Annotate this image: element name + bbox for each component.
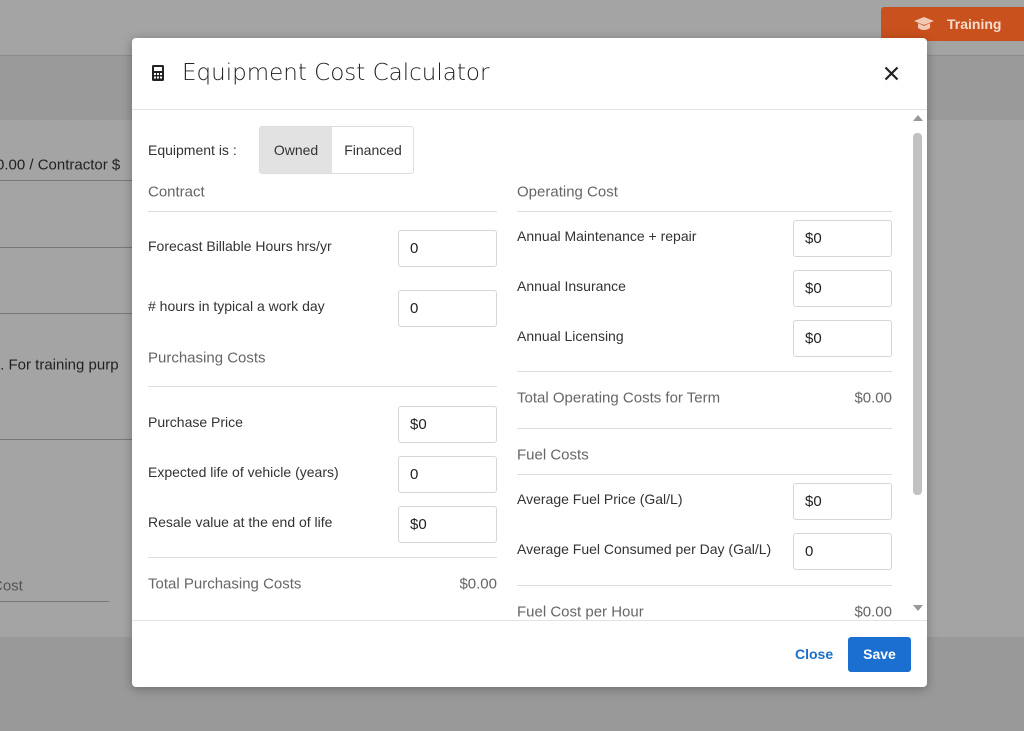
section-line (148, 211, 497, 212)
bg-text: t. For training purp (0, 356, 119, 374)
bg-text: Cost (0, 577, 23, 595)
input[interactable]: $0 (398, 406, 497, 443)
input[interactable]: $0 (793, 483, 892, 520)
label: Average Fuel Price (Gal/L) (517, 491, 683, 507)
total-value: $0.00 (854, 389, 892, 407)
toggle: Owned Financed (259, 126, 414, 174)
section-line (148, 557, 497, 558)
label: # hours in typical a work day (148, 298, 325, 314)
modal: Equipment Cost Calculator Equipment is :… (132, 38, 927, 687)
label: Purchase Price (148, 414, 243, 430)
scroll-thumb[interactable] (913, 133, 922, 495)
training-button[interactable]: Training (881, 7, 1024, 41)
section-line (517, 428, 892, 429)
total-value: $0.00 (459, 575, 497, 593)
section-line (517, 211, 892, 212)
section-line (148, 386, 497, 387)
toggle-option[interactable]: Owned (260, 127, 332, 173)
bg-line (0, 313, 132, 314)
total-label: Fuel Cost per Hour (517, 603, 644, 621)
input[interactable]: $0 (793, 220, 892, 257)
bg-line (0, 247, 132, 248)
input[interactable]: $0 (793, 270, 892, 307)
header-border (132, 109, 927, 110)
bg-line (0, 601, 109, 602)
section-heading: Purchasing Costs (148, 349, 266, 367)
total-label: Total Operating Costs for Term (517, 389, 721, 407)
footer-border (132, 620, 927, 621)
section-line (517, 585, 892, 586)
label: Average Fuel Consumed per Day (Gal/L) (517, 541, 772, 557)
cap-icon (914, 17, 934, 30)
section-heading: Operating Cost (517, 183, 618, 201)
close-icon[interactable] (884, 66, 899, 81)
label: Annual Maintenance + repair (517, 228, 697, 244)
input[interactable]: $0 (398, 506, 497, 543)
label: Resale value at the end of life (148, 514, 333, 530)
label: Annual Licensing (517, 328, 624, 344)
modal-title: Equipment Cost Calculator (182, 60, 490, 86)
close-button[interactable]: Close (795, 646, 834, 662)
label: Annual Insurance (517, 278, 626, 294)
total-value: $0.00 (854, 603, 892, 621)
bg-line (0, 439, 132, 440)
calculator-icon (152, 65, 164, 81)
training-text: Training (947, 16, 1002, 32)
label: Forecast Billable Hours hrs/yr (148, 238, 332, 254)
section-line (517, 371, 892, 372)
section-heading: Contract (148, 183, 205, 201)
input[interactable]: 0 (793, 533, 892, 570)
total-label: Total Purchasing Costs (148, 575, 302, 593)
input[interactable]: $0 (793, 320, 892, 357)
section-heading: Fuel Costs (517, 446, 589, 464)
section-line (517, 474, 892, 475)
bg-line (0, 180, 132, 181)
scroll-down[interactable] (912, 604, 924, 612)
modal-body: Equipment is : Owned Financed Contract F… (132, 110, 927, 620)
input[interactable]: 0 (398, 290, 497, 327)
toggle-option[interactable]: Financed (344, 142, 402, 158)
scroll-up[interactable] (912, 114, 924, 122)
input[interactable]: 0 (398, 456, 497, 493)
save-button[interactable]: Save (848, 637, 911, 672)
input[interactable]: 0 (398, 230, 497, 267)
label: Expected life of vehicle (years) (148, 464, 339, 480)
label: Equipment is : (148, 142, 237, 158)
bg-text: 0.00 / Contractor $ (0, 156, 121, 174)
